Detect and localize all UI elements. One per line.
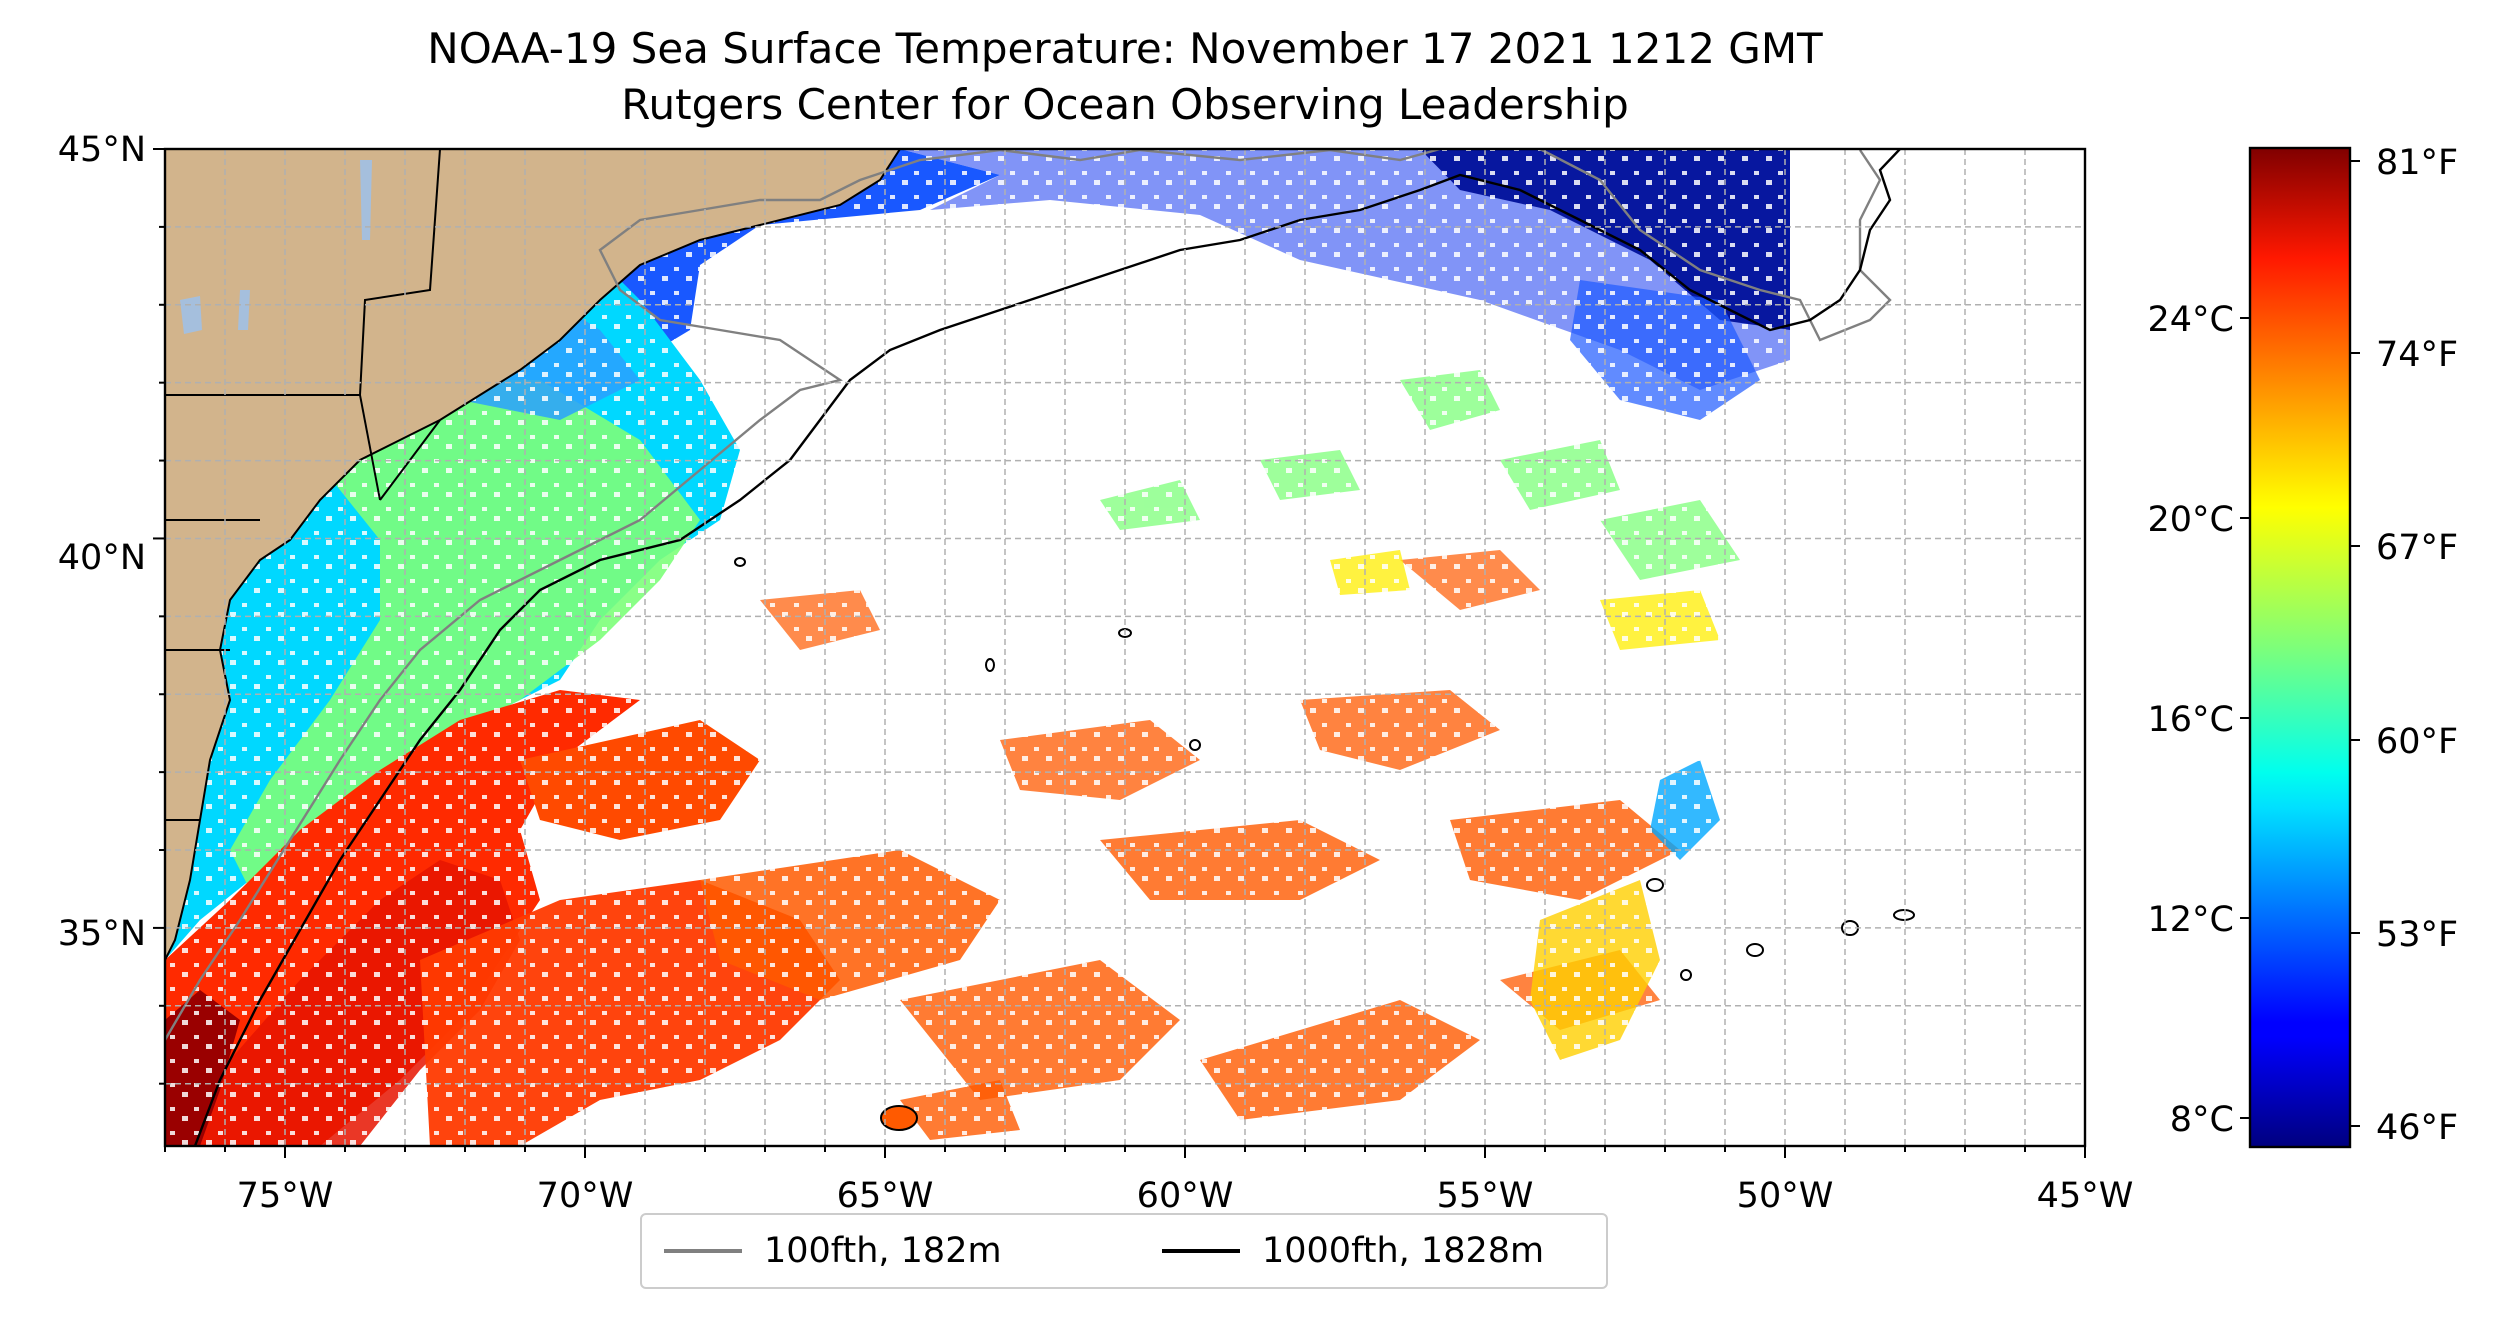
- colorbar-fahrenheit-label: 74°F: [2376, 335, 2458, 375]
- land: [165, 149, 900, 960]
- colorbar-celsius-label: 12°C: [2148, 900, 2234, 940]
- gridlines: [165, 149, 2085, 1146]
- colorbar-fahrenheit-label: 81°F: [2376, 143, 2458, 183]
- legend-item-1000fth: 1000fth, 1828m: [1162, 1229, 1544, 1273]
- x-tick-label: 50°W: [1737, 1176, 1834, 1216]
- legend-item-100fth: 100fth, 182m: [664, 1229, 1002, 1273]
- colorbar-frame: [2248, 146, 2352, 1149]
- legend-label-1000fth: 1000fth, 1828m: [1262, 1231, 1545, 1271]
- contour-1000fth: [193, 149, 1901, 1146]
- colorbar-fahrenheit-label: 46°F: [2376, 1108, 2458, 1148]
- colorbar: 24°C 20°C 16°C 12°C 8°C 81°F 74°F 67°F 6…: [2148, 143, 2458, 1149]
- colorbar-celsius-label: 16°C: [2148, 700, 2234, 740]
- colorbar-gradient: [2250, 148, 2350, 1147]
- y-tick-label: 45°N: [58, 130, 146, 170]
- colorbar-celsius-label: 24°C: [2148, 300, 2234, 340]
- x-tick-label: 75°W: [237, 1176, 334, 1216]
- x-tick-label: 60°W: [1137, 1176, 1234, 1216]
- coastline: [165, 149, 901, 961]
- x-tick-label: 55°W: [1437, 1176, 1534, 1216]
- contour-100fth: [165, 149, 1892, 1041]
- x-tick-label: 65°W: [837, 1176, 934, 1216]
- axis-ticks: [153, 148, 2086, 1158]
- map-title: NOAA-19 Sea Surface Temperature: Novembe…: [427, 24, 1823, 73]
- colorbar-fahrenheit-label: 60°F: [2376, 722, 2458, 762]
- colorbar-celsius-label: 8°C: [2170, 1100, 2234, 1140]
- map-subtitle: Rutgers Center for Ocean Observing Leade…: [621, 80, 1629, 129]
- colorbar-celsius-label: 20°C: [2148, 500, 2234, 540]
- colorbar-fahrenheit-label: 53°F: [2376, 915, 2458, 955]
- x-tick-label: 45°W: [2037, 1176, 2134, 1216]
- colorbar-ticks: [2240, 160, 2360, 1127]
- legend-label-100fth: 100fth, 182m: [764, 1231, 1002, 1271]
- colorbar-fahrenheit-label: 67°F: [2376, 528, 2458, 568]
- y-tick-label: 35°N: [58, 914, 146, 954]
- y-tick-label: 40°N: [58, 538, 146, 578]
- contour-legend: 100fth, 182m 1000fth, 1828m: [640, 1213, 1608, 1289]
- seamount-contours: [734, 557, 1915, 1131]
- legend-swatch-1000fth: [1162, 1249, 1240, 1253]
- map-panel: [165, 149, 2085, 1146]
- x-tick-label: 70°W: [537, 1176, 634, 1216]
- y-axis-labels: 35°N 40°N 45°N: [58, 130, 146, 954]
- x-axis-labels: 75°W 70°W 65°W 60°W 55°W 50°W 45°W: [237, 1176, 2134, 1216]
- legend-swatch-100fth: [664, 1249, 742, 1253]
